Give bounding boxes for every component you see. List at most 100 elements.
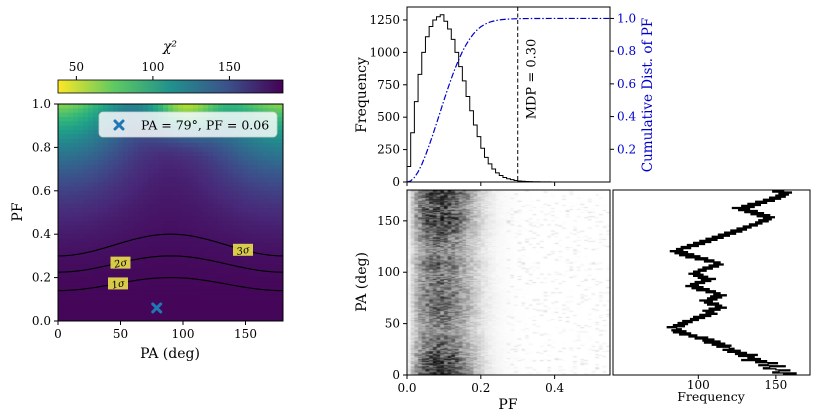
- heatmap-cell: [68, 229, 74, 235]
- heatmap-cell: [273, 290, 279, 296]
- heatmap-cell: [133, 290, 139, 296]
- heatmap-cell: [118, 251, 124, 257]
- heatmap-cell: [63, 130, 69, 135]
- heatmap-cell: [88, 307, 94, 313]
- heatmap-cell: [63, 212, 69, 218]
- heatmap-cell: [153, 294, 159, 300]
- heatmap-cell: [123, 303, 129, 309]
- heatmap-cell: [203, 190, 209, 196]
- heatmap-cell: [83, 156, 89, 162]
- heatmap-cell: [83, 299, 89, 305]
- heatmap-cell: [238, 294, 244, 300]
- heatmap-cell: [228, 151, 234, 157]
- heatmap-cell: [228, 169, 234, 175]
- heatmap-cell: [168, 255, 174, 261]
- heatmap-cell: [188, 182, 194, 188]
- heatmap-cell: [103, 195, 109, 201]
- heatmap-cell: [123, 316, 129, 321]
- heatmap-cell: [273, 238, 279, 244]
- heatmap-cell: [103, 208, 109, 214]
- heatmap-cell: [168, 138, 174, 144]
- heatmap-cell: [183, 221, 189, 227]
- heatmap-cell: [273, 247, 279, 253]
- heatmap-cell: [68, 143, 74, 148]
- heatmap-cell: [103, 299, 109, 305]
- heatmap-cell: [153, 173, 159, 179]
- heatmap-cell: [118, 225, 124, 231]
- heatmap-cell: [273, 138, 279, 144]
- heatmap-cell: [213, 104, 219, 109]
- heatmap-cell: [128, 160, 134, 166]
- heatmap-cell: [263, 242, 269, 248]
- heatmap-cell: [158, 294, 164, 300]
- heatmap-cell: [108, 238, 114, 244]
- heatmap-cell: [143, 147, 149, 153]
- heatmap-cell: [178, 268, 184, 274]
- y-tick-label: 1000: [369, 45, 400, 59]
- heatmap-cell: [138, 208, 144, 214]
- heatmap-cell: [198, 221, 204, 227]
- chi2-colorbar: χ² 50 100 150: [57, 39, 284, 94]
- pf-histogram-step: [407, 14, 559, 182]
- heatmap-cell: [113, 186, 119, 192]
- heatmap-cell: [268, 203, 274, 209]
- heatmap-cell: [218, 221, 224, 227]
- heatmap-cell: [73, 147, 79, 153]
- heatmap-cell: [248, 138, 254, 144]
- heatmap-cell: [173, 242, 179, 248]
- heatmap-cell: [248, 195, 254, 201]
- heatmap-cell: [233, 182, 239, 188]
- heatmap-cell: [98, 108, 104, 114]
- heatmap-cell: [123, 138, 129, 144]
- heatmap-cell: [178, 303, 184, 309]
- heatmap-cell: [248, 312, 254, 318]
- heatmap-cell: [213, 173, 219, 179]
- heatmap-cell: [228, 238, 234, 244]
- heatmap-cell: [223, 212, 229, 218]
- heatmap-cell: [258, 195, 264, 201]
- heatmap-cell: [88, 195, 94, 201]
- heatmap-cell: [268, 303, 274, 309]
- heatmap-cell: [68, 112, 74, 118]
- heatmap-cell: [228, 247, 234, 253]
- heatmap-cell: [243, 273, 249, 279]
- heatmap-cell: [198, 199, 204, 205]
- heatmap-cell: [248, 234, 254, 240]
- heatmap-cell: [183, 169, 189, 175]
- heatmap-cell: [263, 251, 269, 257]
- heatmap-cell: [188, 199, 194, 205]
- heatmap-cell: [228, 303, 234, 309]
- heatmap-cell: [78, 234, 84, 240]
- heatmap-cell: [143, 169, 149, 175]
- heatmap-cell: [243, 151, 249, 157]
- heatmap-cell: [183, 147, 189, 153]
- heatmap-cell: [83, 277, 89, 283]
- heatmap-cell: [273, 312, 279, 318]
- heatmap-cell: [63, 121, 69, 127]
- heatmap-cell: [198, 238, 204, 244]
- heatmap-cell: [88, 138, 94, 144]
- heatmap-cell: [198, 143, 204, 148]
- heatmap-cell: [218, 164, 224, 170]
- heatmap-cell: [148, 281, 154, 287]
- heatmap-cell: [143, 151, 149, 157]
- heatmap-cell: [83, 312, 89, 318]
- heatmap-cell: [68, 130, 74, 135]
- heatmap-cell: [243, 182, 249, 188]
- heatmap-cell: [258, 199, 264, 205]
- heatmap-cell: [138, 312, 144, 318]
- heatmap-cell: [183, 190, 189, 196]
- heatmap-cell: [98, 173, 104, 179]
- heatmap-cell: [273, 316, 279, 321]
- heatmap-cell: [133, 160, 139, 166]
- heatmap-cell: [253, 303, 259, 309]
- heatmap-cell: [88, 186, 94, 192]
- heatmap-cell: [223, 104, 229, 109]
- heatmap-cell: [183, 160, 189, 166]
- heatmap-cell: [258, 307, 264, 313]
- heatmap-cell: [233, 173, 239, 179]
- heatmap-cell: [188, 186, 194, 192]
- heatmap-cell: [263, 190, 269, 196]
- heatmap-cell: [103, 264, 109, 270]
